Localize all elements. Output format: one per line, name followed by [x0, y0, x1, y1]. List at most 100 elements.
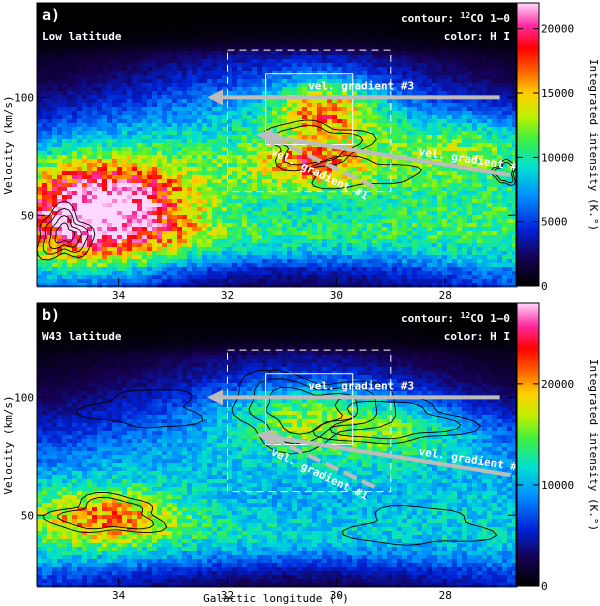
- heatmap-cell: [122, 119, 128, 124]
- heatmap-cell: [507, 47, 513, 52]
- heatmap-cell: [462, 91, 468, 96]
- heatmap-cell: [302, 79, 308, 84]
- heatmap-cell: [47, 127, 53, 132]
- heatmap-cell: [112, 3, 118, 8]
- heatmap-cell: [162, 23, 168, 28]
- heatmap-cell: [232, 199, 238, 204]
- heatmap-cell: [312, 107, 318, 112]
- heatmap-cell: [127, 187, 133, 192]
- heatmap-cell: [207, 119, 213, 124]
- heatmap-cell: [412, 103, 418, 108]
- heatmap-cell: [272, 23, 278, 28]
- heatmap-cell: [332, 35, 338, 40]
- heatmap-cell: [492, 39, 498, 44]
- heatmap-cell: [82, 83, 88, 88]
- heatmap-cell: [417, 87, 423, 92]
- heatmap-cell: [482, 135, 488, 140]
- heatmap-cell: [372, 83, 378, 88]
- heatmap-cell: [287, 107, 293, 112]
- heatmap-cell: [422, 3, 428, 8]
- heatmap-cell: [402, 7, 408, 12]
- heatmap-cell: [222, 43, 228, 48]
- heatmap-cell: [212, 47, 218, 52]
- heatmap-cell: [187, 143, 193, 148]
- heatmap-cell: [247, 207, 253, 212]
- heatmap-cell: [47, 111, 53, 116]
- heatmap-cell: [462, 87, 468, 92]
- heatmap-cell: [422, 39, 428, 44]
- heatmap-cell: [187, 23, 193, 28]
- heatmap-cell: [172, 159, 178, 164]
- heatmap-cell: [102, 127, 108, 132]
- heatmap-cell: [457, 39, 463, 44]
- heatmap-cell: [147, 175, 153, 180]
- heatmap-cell: [172, 139, 178, 144]
- heatmap-cell: [352, 171, 358, 176]
- heatmap-cell: [442, 71, 448, 76]
- heatmap-cell: [382, 195, 388, 200]
- heatmap-cell: [322, 127, 328, 132]
- heatmap-cell: [372, 59, 378, 64]
- heatmap-cell: [277, 159, 283, 164]
- heatmap-cell: [472, 135, 478, 140]
- heatmap-cell: [57, 135, 63, 140]
- heatmap-cell: [427, 207, 433, 212]
- heatmap-cell: [192, 135, 198, 140]
- heatmap-cell: [307, 111, 313, 116]
- heatmap-cell: [122, 167, 128, 172]
- heatmap-cell: [392, 199, 398, 204]
- heatmap-cell: [347, 19, 353, 24]
- heatmap-cell: [157, 127, 163, 132]
- heatmap-cell: [72, 119, 78, 124]
- heatmap-cell: [507, 199, 513, 204]
- heatmap-cell: [367, 147, 373, 152]
- heatmap-cell: [212, 103, 218, 108]
- heatmap-cell: [197, 195, 203, 200]
- heatmap-cell: [302, 175, 308, 180]
- heatmap-cell: [112, 175, 118, 180]
- heatmap-cell: [387, 35, 393, 40]
- heatmap-cell: [222, 171, 228, 176]
- heatmap-cell: [507, 107, 513, 112]
- heatmap-cell: [252, 191, 258, 196]
- panel-a-heatmap: [37, 3, 518, 288]
- heatmap-cell: [147, 43, 153, 48]
- heatmap-cell: [52, 119, 58, 124]
- heatmap-cell: [387, 171, 393, 176]
- heatmap-cell: [377, 111, 383, 116]
- heatmap-cell: [287, 23, 293, 28]
- heatmap-cell: [507, 35, 513, 40]
- heatmap-cell: [137, 59, 143, 64]
- heatmap-cell: [67, 23, 73, 28]
- heatmap-cell: [477, 207, 483, 212]
- heatmap-cell: [277, 127, 283, 132]
- heatmap-cell: [177, 95, 183, 100]
- heatmap-cell: [197, 39, 203, 44]
- heatmap-cell: [77, 59, 83, 64]
- heatmap-cell: [467, 63, 473, 68]
- heatmap-cell: [442, 19, 448, 24]
- heatmap-cell: [62, 163, 68, 168]
- heatmap-cell: [257, 51, 263, 56]
- heatmap-cell: [487, 183, 493, 188]
- heatmap-cell: [197, 175, 203, 180]
- heatmap-cell: [262, 147, 268, 152]
- heatmap-cell: [37, 103, 43, 108]
- heatmap-cell: [202, 139, 208, 144]
- heatmap-cell: [112, 179, 118, 184]
- heatmap-cell: [487, 167, 493, 172]
- heatmap-cell: [87, 39, 93, 44]
- heatmap-cell: [432, 107, 438, 112]
- heatmap-cell: [167, 139, 173, 144]
- heatmap-cell: [197, 207, 203, 212]
- heatmap-cell: [242, 179, 248, 184]
- heatmap-cell: [497, 83, 503, 88]
- heatmap-cell: [367, 163, 373, 168]
- heatmap-cell: [247, 23, 253, 28]
- heatmap-cell: [372, 191, 378, 196]
- heatmap-cell: [62, 187, 68, 192]
- heatmap-cell: [262, 183, 268, 188]
- heatmap-cell: [237, 79, 243, 84]
- heatmap-cell: [57, 147, 63, 152]
- heatmap-cell: [372, 63, 378, 68]
